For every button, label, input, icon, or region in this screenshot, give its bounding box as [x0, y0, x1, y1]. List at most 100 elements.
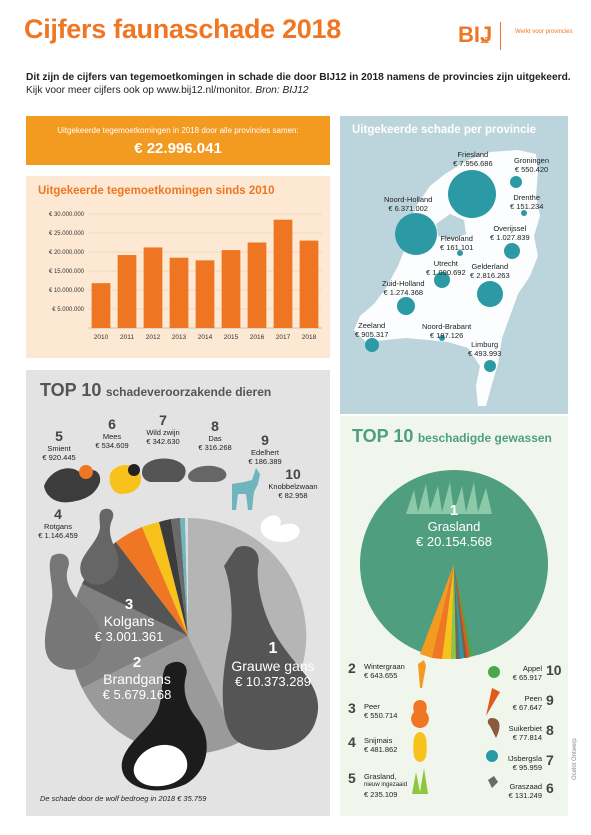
province-label: Limburg € 493.993 [468, 340, 501, 358]
province-name: Utrecht [433, 259, 458, 268]
bar-2012 [143, 247, 163, 328]
crop-value: € 643.655 [364, 671, 398, 680]
x-tick-label: 2013 [172, 334, 187, 341]
wintergraan-slice [420, 564, 454, 658]
animal-label-10: 10 Knobbelzwaan € 82.958 [260, 466, 326, 500]
crop-rank-5: 5 [348, 770, 356, 786]
crop-rank: 1 [449, 502, 459, 519]
animals-pie-chart [44, 458, 319, 791]
y-tick-label: € 5.000.000 [52, 307, 84, 313]
crop-name: Grasland [427, 519, 481, 534]
crop-label-9: Peen € 67.647 [504, 694, 542, 712]
province-value: € 161.101 [440, 243, 474, 252]
crop-name: Grasland, [364, 772, 397, 781]
province-label: Groningen € 550.420 [514, 156, 549, 174]
y-tick-label: € 30.000.000 [49, 212, 85, 218]
logo-divider [500, 22, 501, 50]
utrecht-bubble [434, 272, 450, 288]
noord-brabant-bubble [439, 335, 445, 341]
source-label: Bron: BIJ12 [255, 85, 309, 96]
tagline: Werkt voor provincies [515, 29, 573, 35]
wild-zwijn-icon [142, 458, 186, 482]
animal-name: Brandgans [103, 671, 171, 687]
province-name: Zuid-Holland [382, 279, 425, 288]
total-label: Uitgekeerde tegemoetkomingen in 2018 doo… [57, 126, 299, 135]
crop-value: € 550.714 [364, 711, 398, 720]
crop-rank-9: 9 [546, 692, 554, 708]
snijmais-slice [442, 564, 454, 659]
animal-label-7: 7 Wild zwijn € 342.630 [136, 412, 190, 446]
bar-2016 [247, 242, 267, 328]
crop-value: € 65.917 [512, 673, 542, 682]
province-label: Flevoland € 161.101 [440, 234, 473, 252]
province-value: € 1.027.839 [490, 233, 530, 242]
carrot-icon [486, 688, 500, 716]
animals-title: TOP 10 schadeveroorzakende dieren [40, 380, 271, 401]
province-label: Noord-Brabant € 197.126 [422, 322, 471, 340]
animal-value: € 534.609 [95, 441, 129, 450]
crop-value: € 67.647 [512, 703, 542, 712]
crop-label-6: Graszaad € 131.249 [500, 782, 542, 800]
crop-rank-7: 7 [546, 752, 554, 768]
sugarbeet-icon [487, 718, 500, 738]
y-tick-label: € 25.000.000 [49, 231, 85, 237]
crop-name: Peen [524, 694, 542, 703]
lettuce-icon [486, 750, 498, 762]
pie-slice-smient [116, 527, 188, 636]
province-label: Noord-Holland € 6.371.002 [384, 195, 432, 213]
animal-value: € 186.389 [248, 457, 282, 466]
bar-2010 [91, 283, 111, 328]
province-value: € 2.816.263 [470, 271, 510, 280]
animal-value: € 316.268 [198, 443, 232, 452]
flevoland-bubble [457, 250, 463, 256]
crop-rank-6: 6 [546, 780, 554, 796]
pie-slice-kolgans [69, 584, 188, 688]
animal-name: Knobbelzwaan [268, 482, 318, 491]
bar-chart-panel: Uitgekeerde tegemoetkomingen sinds 2010 … [26, 176, 330, 358]
crops-pie-chart [360, 470, 548, 794]
x-tick-label: 2011 [120, 334, 134, 341]
crop-rank-8: 8 [546, 722, 554, 738]
animals-panel: TOP 10 schadeveroorzakende dieren 5 Smien… [26, 370, 330, 816]
crop-label-3: Peer € 550.714 [364, 702, 397, 720]
corn-icon [413, 732, 427, 762]
crop-value: € 131.249 [508, 791, 542, 800]
grauwe-gans-icon [222, 546, 319, 751]
overijssel-bubble [504, 243, 520, 259]
gelderland-bubble [477, 281, 503, 307]
province-label: Friesland € 7.956.686 [453, 150, 493, 168]
province-name: Drenthe [513, 193, 541, 202]
ijsselmeer [436, 214, 466, 240]
x-tick-label: 2012 [146, 334, 161, 341]
smient-head [79, 465, 93, 479]
ijsbergsla-slice [454, 564, 464, 659]
crop-name: Snijmais [364, 736, 393, 745]
animal-value: € 3.001.361 [94, 629, 164, 644]
bar-chart-title: Uitgekeerde tegemoetkomingen sinds 2010 [38, 185, 275, 197]
crop-rank-4: 4 [348, 734, 356, 750]
crops-title-rest: beschadigde gewassen [417, 431, 552, 445]
animal-label-3: 3 Kolgans € 3.001.361 [74, 596, 184, 644]
animal-label-1: 1 Grauwe gans € 10.373.289 [218, 640, 328, 689]
province-name: Friesland [457, 150, 489, 159]
province-name: Zeeland [358, 321, 386, 330]
crop-name: Peer [364, 702, 380, 711]
mees-head [128, 464, 140, 476]
province-map-panel: Uitgekeerde schade per provincie Friesla… [340, 116, 568, 414]
total-value: € 22.996.041 [134, 140, 222, 157]
province-label: Drenthe € 151.234 [510, 193, 543, 211]
animal-name: Mees [102, 432, 122, 441]
crop-rank-2: 2 [348, 660, 356, 676]
new-grass-icon [412, 768, 428, 794]
animal-name: Das [208, 434, 222, 443]
crops-title: TOP 10 beschadigde gewassen [352, 426, 552, 447]
province-value: € 1.274.368 [383, 288, 424, 297]
animal-label-5: 5 Smient € 920.445 [32, 428, 86, 462]
crop-value: € 77.814 [512, 733, 542, 742]
pear-icon [411, 700, 429, 728]
province-value: € 905.317 [355, 330, 389, 339]
x-tick-label: 2016 [250, 334, 265, 341]
province-value: € 1.090.692 [426, 268, 466, 277]
animal-rank: 8 [211, 418, 219, 434]
x-tick-label: 2015 [224, 334, 239, 341]
